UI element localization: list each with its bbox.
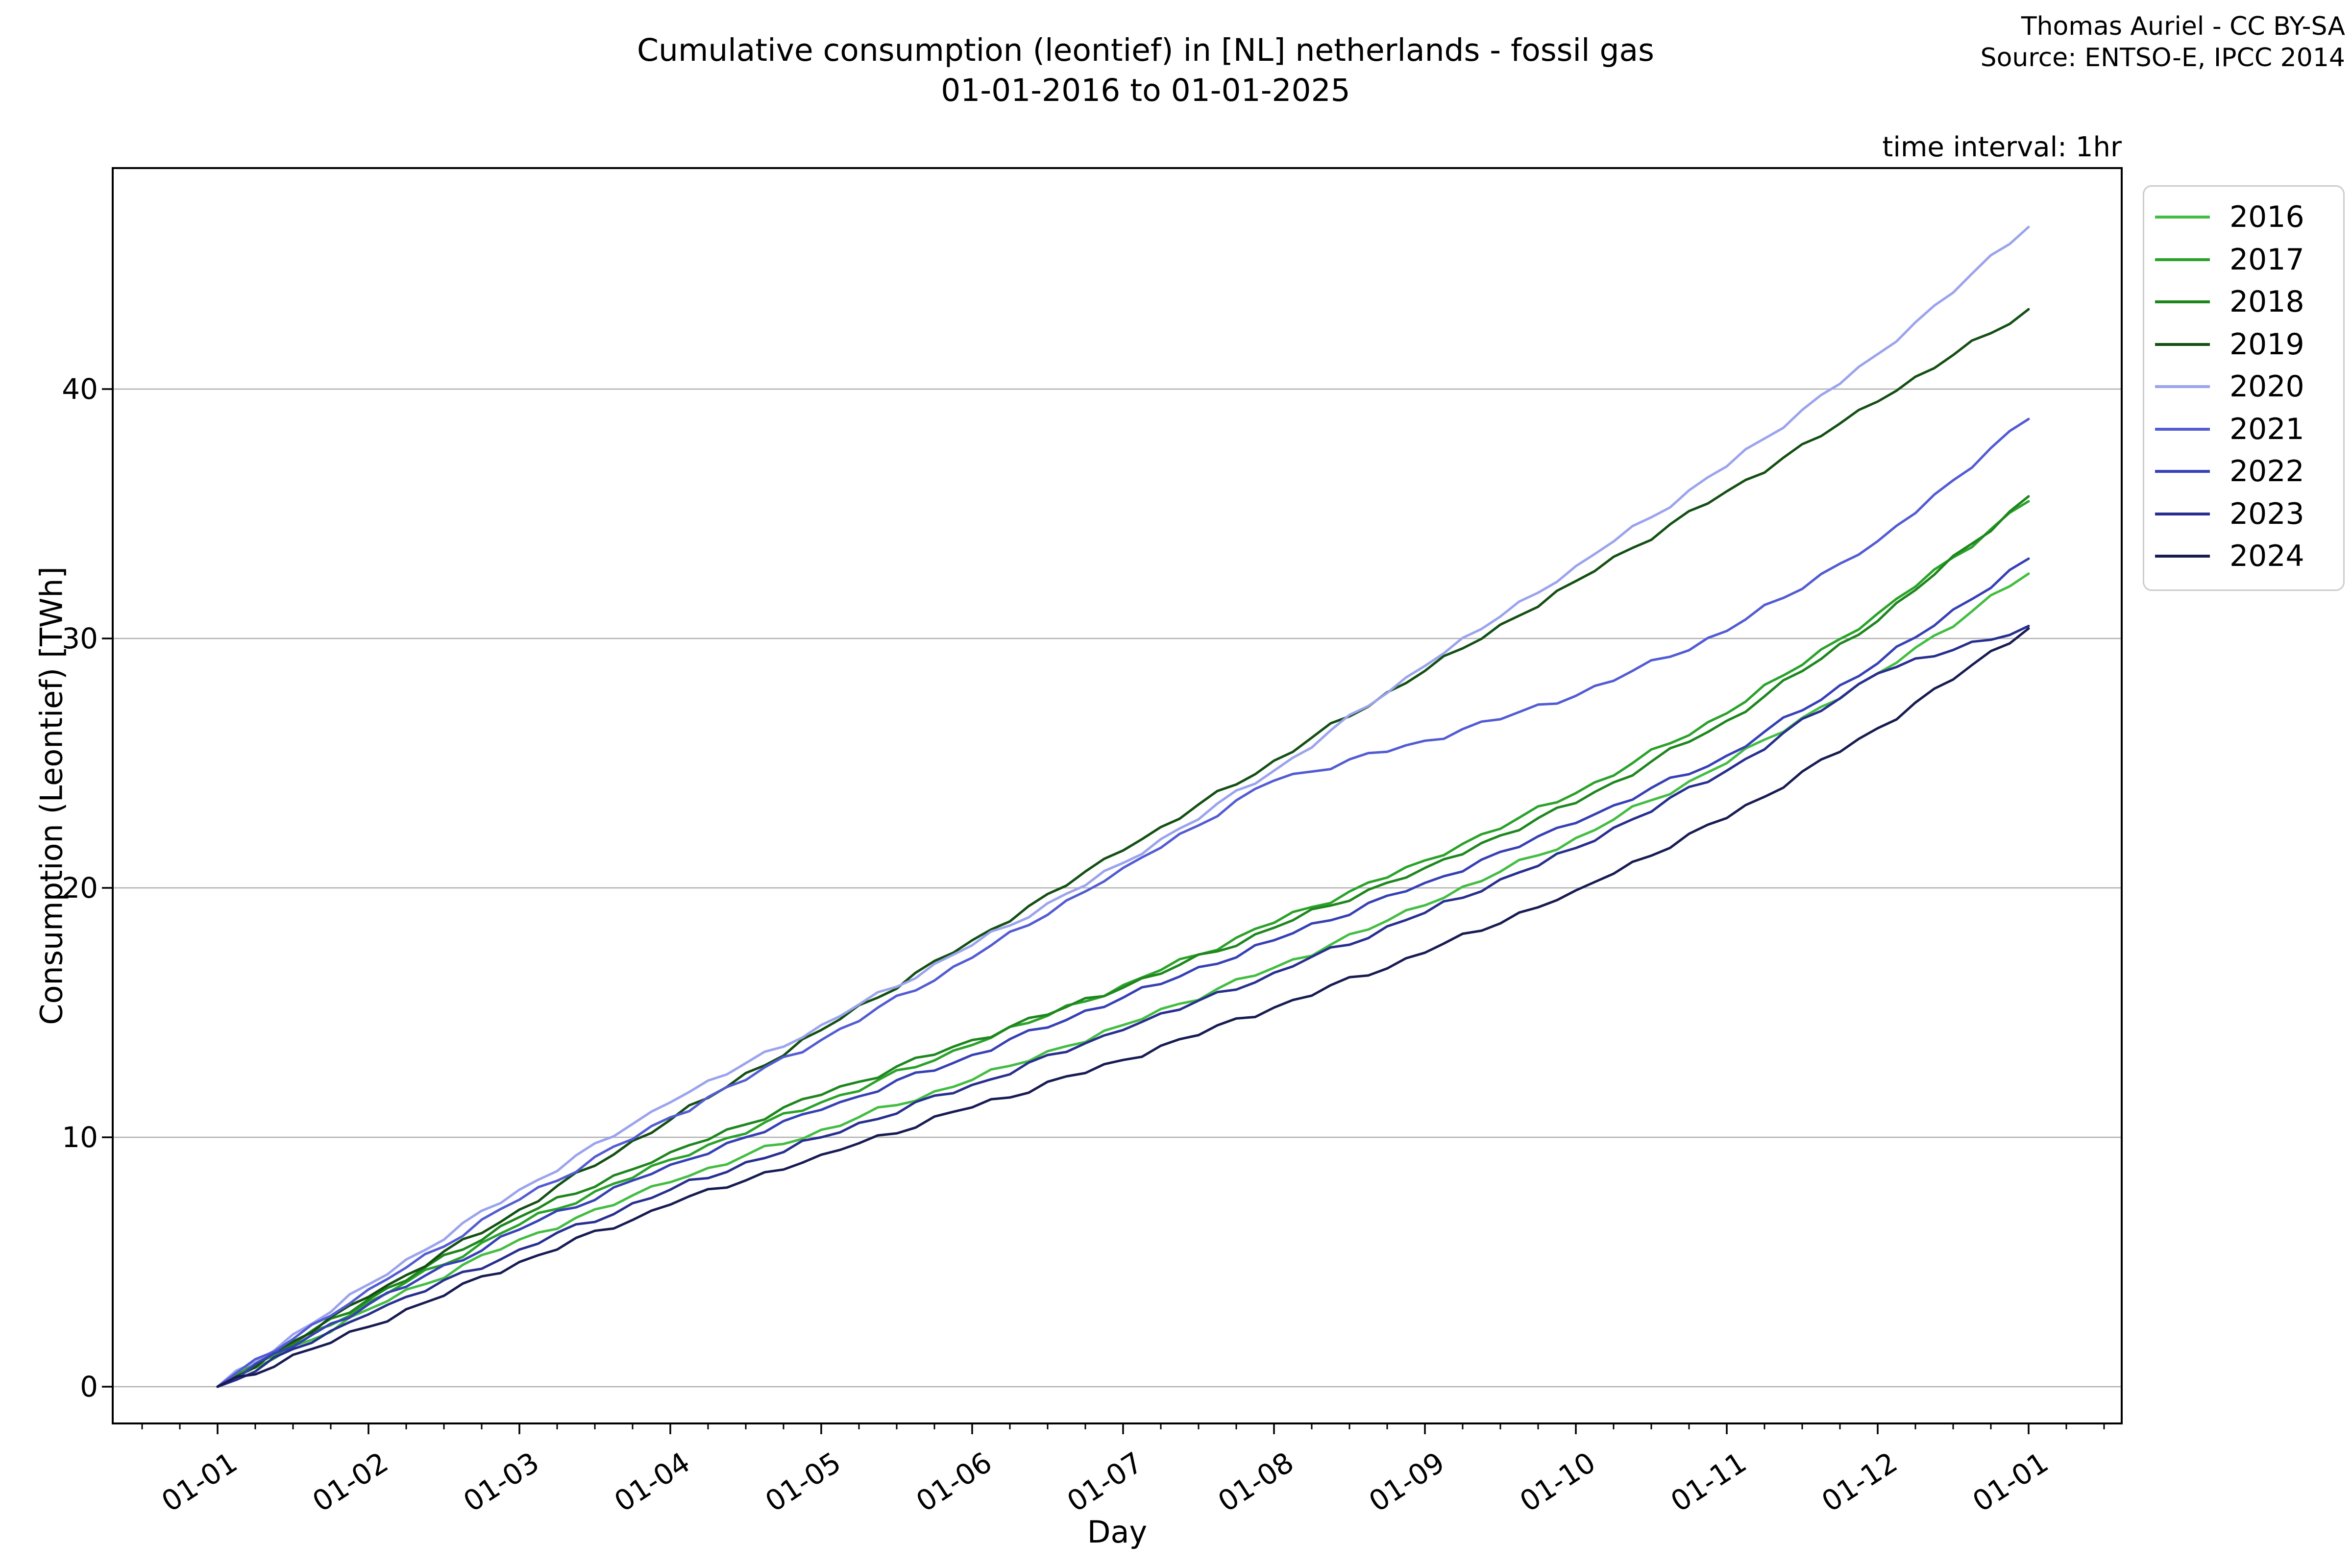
plot-border [112,167,2123,1424]
series-line-2019 [216,308,2030,1388]
legend-line-sample-2017 [2155,258,2210,261]
legend-line-sample-2023 [2155,512,2210,515]
legend-label-2020: 2020 [2230,369,2304,404]
y-tick-label-40: 40 [62,372,98,406]
legend: 2016 2017 2018 2019 2020 2021 2022 2023 2024 [2143,185,2345,591]
attribution: Thomas Auriel - CC BY-SA Source: ENTSO-E… [1981,11,2345,74]
series-line-2016 [216,572,2030,1388]
legend-label-2022: 2022 [2230,454,2304,489]
legend-item-2024: 2024 [2144,541,2343,571]
series-line-2020 [216,225,2030,1388]
attribution-author: Thomas Auriel - CC BY-SA [2021,12,2345,41]
x-axis-label: Day [1087,1514,1148,1550]
chart-title-line2: 01-01-2016 to 01-01-2025 [941,73,1350,108]
legend-label-2019: 2019 [2230,327,2304,362]
series-line-2017 [216,500,2030,1388]
legend-item-2023: 2023 [2144,499,2343,529]
series-line-2024 [216,627,2030,1388]
y-tick-label-10: 10 [62,1121,98,1154]
legend-item-2022: 2022 [2144,457,2343,486]
legend-label-2018: 2018 [2230,285,2304,319]
chart-title-line1: Cumulative consumption (leontief) in [NL… [637,32,1654,68]
legend-line-sample-2016 [2155,216,2210,219]
legend-label-2017: 2017 [2230,242,2304,277]
attribution-source: Source: ENTSO-E, IPCC 2014 [1980,43,2345,73]
legend-label-2023: 2023 [2230,496,2304,531]
series-line-2018 [216,495,2030,1388]
series-line-2022 [216,557,2030,1388]
legend-item-2018: 2018 [2144,287,2343,317]
legend-item-2016: 2016 [2144,202,2343,232]
legend-item-2019: 2019 [2144,330,2343,359]
y-tick-label-20: 20 [62,871,98,905]
time-interval-note: time interval: 1hr [1882,131,2122,163]
series-line-2023 [216,625,2030,1388]
chart-title: Cumulative consumption (leontief) in [NL… [637,30,1654,111]
y-tick-label-30: 30 [62,622,98,655]
legend-item-2020: 2020 [2144,372,2343,401]
legend-line-sample-2018 [2155,300,2210,303]
legend-line-sample-2021 [2155,427,2210,431]
legend-label-2024: 2024 [2230,539,2304,573]
legend-line-sample-2022 [2155,470,2210,473]
legend-line-sample-2020 [2155,385,2210,388]
legend-label-2016: 2016 [2230,200,2304,234]
y-tick-label-0: 0 [80,1370,98,1403]
legend-item-2017: 2017 [2144,245,2343,274]
legend-line-sample-2024 [2155,555,2210,558]
series-line-2021 [216,417,2030,1388]
legend-label-2021: 2021 [2230,412,2304,446]
legend-item-2021: 2021 [2144,415,2343,444]
legend-line-sample-2019 [2155,343,2210,346]
